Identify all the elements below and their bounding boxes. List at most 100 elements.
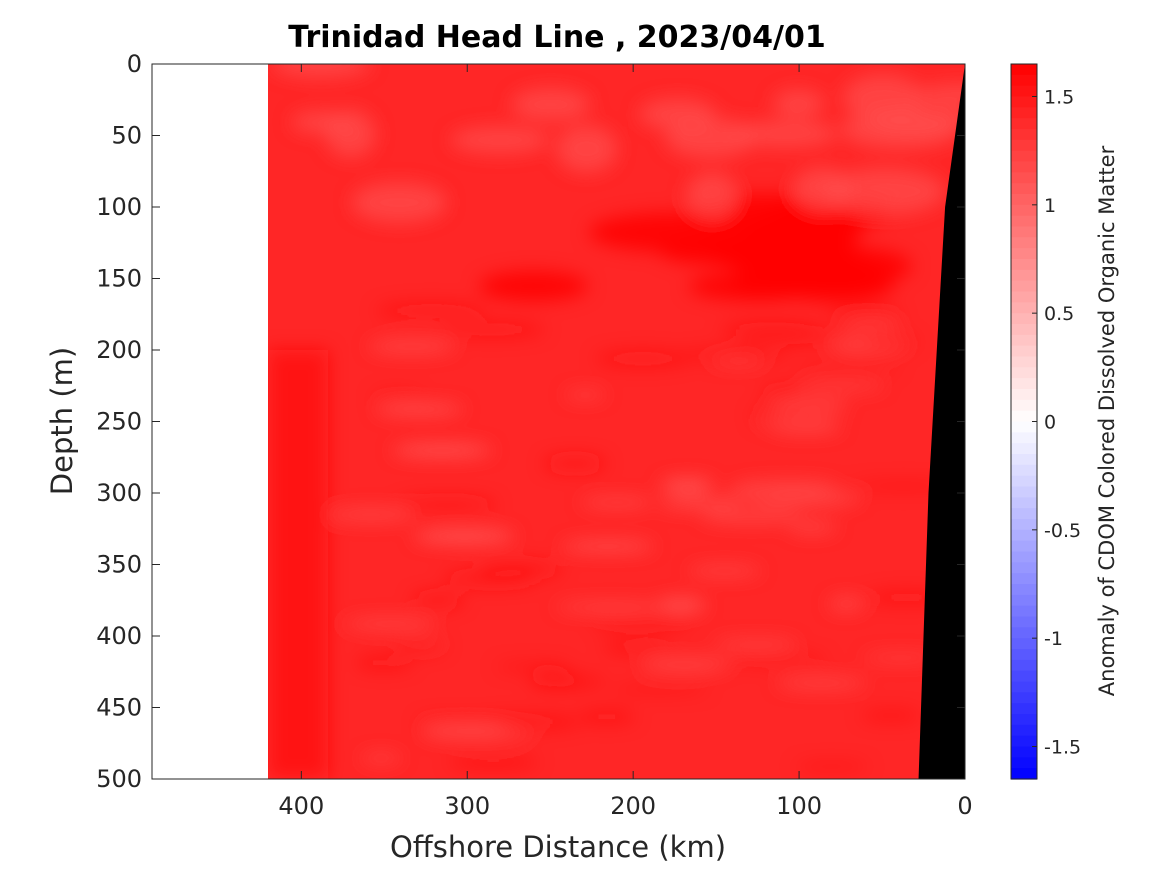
colorbar-step: [1011, 627, 1037, 639]
field-streak: [355, 656, 413, 670]
field-streak: [578, 710, 636, 724]
x-tick-label: 100: [776, 792, 822, 820]
field-streak: [794, 762, 870, 771]
field-streak: [371, 392, 422, 400]
field-streak: [724, 488, 762, 499]
field-patch-pale: [351, 182, 447, 223]
colorbar-step: [1011, 280, 1037, 293]
colorbar-step: [1011, 497, 1037, 509]
colorbar-step: [1011, 302, 1037, 314]
field-patch-pale: [912, 83, 965, 108]
field-streak: [660, 478, 714, 493]
anomaly-field-texture: [268, 64, 965, 779]
colorbar-step: [1011, 399, 1037, 412]
field-patch-pale: [842, 74, 923, 122]
colorbar-step: [1011, 324, 1037, 336]
field-streak: [788, 520, 838, 534]
colorbar-step: [1011, 345, 1037, 358]
colorbar-step: [1011, 410, 1037, 423]
field-patch-strong: [688, 271, 820, 301]
colorbar-step: [1011, 432, 1037, 444]
y-tick-label: 50: [111, 122, 142, 150]
colorbar-step: [1011, 183, 1037, 195]
colorbar-step: [1011, 139, 1037, 152]
field-streak: [720, 322, 823, 338]
colorbar-tick-label: 0.5: [1044, 303, 1074, 325]
field-streak: [770, 421, 843, 434]
colorbar-step: [1011, 454, 1037, 466]
field-streak: [544, 457, 606, 471]
field-patch-pale: [638, 98, 716, 131]
colorbar-step: [1011, 313, 1037, 325]
y-tick-label: 300: [96, 479, 142, 507]
y-tick-label: 400: [96, 622, 142, 650]
y-tick-label: 200: [96, 336, 142, 364]
colorbar-step: [1011, 74, 1037, 87]
colorbar-step: [1011, 248, 1037, 260]
y-tick-label: 450: [96, 694, 142, 722]
colorbar-step: [1011, 649, 1037, 661]
field-patch-pale: [271, 64, 371, 78]
field-streak: [862, 653, 940, 662]
colorbar-step: [1011, 194, 1037, 206]
y-axis-ticks: 0 50 100 150 200 250 300 350 400 450 500: [96, 50, 965, 793]
field-streak: [729, 654, 828, 664]
field-streak: [564, 390, 607, 400]
colorbar-step: [1011, 356, 1037, 368]
colorbar-step: [1011, 367, 1037, 379]
colorbar-step: [1011, 605, 1037, 618]
field-streak: [863, 335, 917, 348]
field-streak: [711, 358, 765, 365]
field-streak: [392, 639, 444, 653]
colorbar-step: [1011, 757, 1037, 769]
field-streak: [775, 676, 868, 690]
colorbar-step: [1011, 204, 1037, 217]
plot-area: 400 300 200 100 0 0 50 100 150 200 250 300 350 400 45…: [96, 50, 973, 820]
field-streak: [392, 444, 493, 457]
field-patch-pale: [556, 124, 618, 173]
colorbar-step: [1011, 389, 1037, 401]
field-streak: [712, 639, 800, 650]
field-streak: [700, 508, 804, 524]
colorbar-step: [1011, 616, 1037, 628]
x-axis-ticks: 400 300 200 100 0: [278, 64, 973, 820]
colorbar-step: [1011, 475, 1037, 488]
field-streak: [327, 507, 415, 522]
field-streak: [532, 670, 577, 686]
colorbar-step: [1011, 96, 1037, 108]
field-streak: [448, 756, 539, 769]
colorbar-ticks: 1.5 1 0.5 0 -0.5 -1 -1.5: [1032, 87, 1081, 759]
colorbar-step: [1011, 291, 1037, 303]
field-patch-pale: [325, 110, 376, 158]
field-streak: [423, 730, 535, 739]
colorbar-step: [1011, 269, 1037, 282]
field-streak: [860, 710, 921, 721]
y-tick-label: 150: [96, 265, 142, 293]
y-tick-label: 250: [96, 408, 142, 436]
x-tick-label: 400: [278, 792, 324, 820]
y-axis-title: Depth (m): [45, 347, 79, 495]
field-streak: [687, 565, 762, 577]
colorbar-title: Anomaly of CDOM Colored Dissolved Organi…: [1095, 145, 1119, 696]
colorbar-step: [1011, 85, 1037, 98]
field-streak: [561, 541, 655, 552]
x-tick-label: 300: [444, 792, 490, 820]
field-patch-strong: [479, 271, 589, 301]
colorbar-step: [1011, 107, 1037, 119]
field-streak: [768, 398, 849, 413]
x-tick-label: 200: [610, 792, 656, 820]
field-patch-strong: [658, 235, 781, 266]
colorbar-step: [1011, 129, 1037, 141]
colorbar-step: [1011, 562, 1037, 574]
field-streak: [595, 350, 691, 367]
colorbar-tick-label: 1: [1044, 195, 1056, 217]
field-streak: [367, 338, 457, 354]
colorbar-step: [1011, 735, 1037, 748]
colorbar-step: [1011, 724, 1037, 737]
colorbar-step: [1011, 150, 1037, 163]
x-axis-title: Offshore Distance (km): [390, 830, 726, 864]
colorbar-tick-label: -0.5: [1044, 520, 1081, 542]
field-streak: [798, 381, 886, 391]
field-streak: [828, 596, 865, 612]
